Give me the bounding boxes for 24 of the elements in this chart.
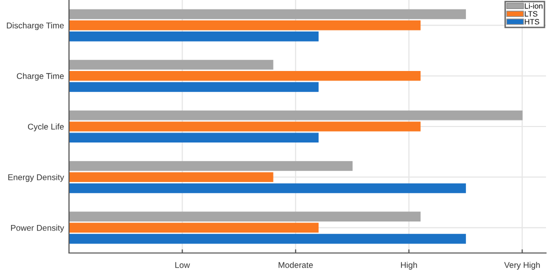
- bar: [69, 183, 466, 194]
- bar: [69, 32, 319, 42]
- bar: [69, 60, 274, 70]
- bar: [69, 172, 274, 182]
- text: Very High: [504, 262, 540, 270]
- bar: [69, 20, 421, 30]
- bar: [69, 122, 421, 132]
- bar: [69, 132, 319, 143]
- bar: [69, 82, 319, 92]
- y-tick-label: Discharge Time: [6, 22, 64, 30]
- bar: [69, 161, 353, 171]
- bar: [69, 234, 466, 244]
- text: High: [401, 262, 417, 270]
- bar: [69, 70, 421, 81]
- bar: [69, 212, 421, 222]
- bar: [69, 9, 466, 20]
- text: Moderate: [278, 262, 313, 268]
- text: Low: [175, 262, 190, 268]
- y-tick-label: Cycle Life: [28, 123, 64, 132]
- y-tick-label: Power Density: [11, 224, 64, 232]
- bar: [69, 222, 319, 233]
- bar: [69, 110, 523, 120]
- y-tick-label: Charge Time: [16, 72, 64, 81]
- y-tick-label: Energy Density: [8, 174, 64, 182]
